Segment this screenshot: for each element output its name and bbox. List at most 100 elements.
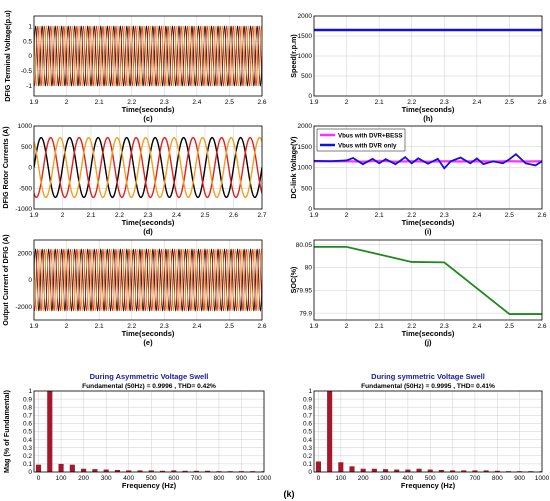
x-tick-label: 2 — [65, 99, 69, 106]
x-tick-label: 2.3 — [143, 212, 152, 219]
data-layer — [34, 136, 262, 199]
harmonic-bar — [472, 470, 478, 472]
harmonic-bar — [327, 391, 333, 472]
plot-frame — [313, 125, 543, 210]
data-layer — [34, 25, 262, 87]
harmonic-bar — [126, 470, 132, 472]
plot-frame — [313, 390, 543, 473]
y-tick-label: 0.7 — [303, 413, 312, 420]
x-tick-label: 1.9 — [29, 212, 38, 219]
x-tick-label: 2.6 — [537, 212, 546, 219]
x-tick-label: 2.2 — [407, 323, 416, 330]
harmonic-bar — [137, 470, 143, 472]
legend-box — [316, 128, 406, 152]
plot-frame — [33, 125, 263, 210]
x-tick-label: 600 — [168, 475, 179, 482]
harmonic-bar — [81, 468, 87, 472]
y-tick-label: 0.7 — [23, 413, 32, 420]
harmonic-bar — [193, 470, 199, 472]
x-tick-label: 2.3 — [160, 99, 169, 106]
harmonic-bar — [69, 464, 75, 472]
harmonic-bar — [261, 471, 264, 472]
harmonic-bar — [483, 470, 489, 472]
y-tick-label: 0.2 — [23, 453, 32, 460]
x-tick-label: 2 — [61, 212, 65, 219]
harmonic-bar — [450, 470, 456, 472]
x-tick-label: 800 — [492, 475, 503, 482]
x-tick-label: 2.4 — [472, 99, 481, 106]
chart-c: 1.9 2 2.1 2.2 2.3 2.4 2.5 2.6 -1 -0.5 0 0.5 1 Time(se… — [3, 10, 267, 123]
y-tick-label: 0.5 — [23, 429, 32, 436]
x-tick-label: 2.4 — [472, 212, 481, 219]
x-tick-label: 2.4 — [192, 323, 201, 330]
y-tick-label: 0 — [28, 469, 32, 476]
y-tick-label: 0.1 — [23, 461, 32, 468]
y-tick-label: 0 — [28, 165, 32, 172]
x-tick-label: 1.9 — [309, 323, 318, 330]
x-tick-label: 2.5 — [200, 212, 209, 219]
harmonic-bar — [205, 470, 211, 472]
x-tick-label: 2.1 — [375, 212, 384, 219]
x-tick-label: 2.5 — [225, 323, 234, 330]
x-axis-label: Time(seconds) — [402, 105, 455, 114]
chart-k1: 0 100 200 300 400 500 600 700 800 900 100000.10.20… — [2, 372, 272, 490]
y-tick-label: 0.4 — [23, 437, 32, 444]
data-layer — [34, 248, 262, 312]
y-tick-label: 0.9 — [303, 396, 312, 403]
x-tick-label: 1000 — [257, 475, 272, 482]
chart-title: During Asymmetric Voltage Swell — [90, 372, 209, 381]
y-tick-label: -2000 — [15, 304, 32, 311]
harmonic-bar — [182, 470, 188, 472]
y-tick-label: 1000 — [298, 53, 313, 60]
x-tick-label: 2.2 — [127, 323, 136, 330]
x-axis-label: Time(seconds) — [122, 105, 175, 114]
y-tick-label: 1500 — [298, 33, 313, 40]
x-tick-label: 2.1 — [375, 99, 384, 106]
y-tick-label: 0.8 — [23, 404, 32, 411]
x-tick-label: 2.3 — [160, 323, 169, 330]
x-tick-label: 2.2 — [115, 212, 124, 219]
harmonic-bar — [103, 469, 109, 472]
x-tick-label: 1000 — [535, 475, 550, 482]
y-tick-label: 0.8 — [303, 404, 312, 411]
y-tick-label: 0.3 — [303, 445, 312, 452]
harmonic-bar — [349, 466, 355, 472]
y-axis-label: Mag (% of Fundamental) — [2, 389, 11, 473]
series-line-phase-3 — [34, 136, 262, 199]
x-tick-label: 2.2 — [127, 99, 136, 106]
series-line-phase-2 — [34, 248, 262, 312]
legend-label: Vbus with DVR+BESS — [338, 133, 402, 140]
harmonic-bar — [114, 469, 121, 472]
chart-k2: 0 100 200 300 400 500 600 700 800 900 100000.10.20… — [303, 372, 550, 490]
y-tick-label: 1 — [28, 388, 32, 395]
harmonic-bar — [405, 469, 411, 472]
x-tick-label: 900 — [236, 475, 247, 482]
y-tick-label: 0 — [308, 469, 312, 476]
x-tick-label: 1.9 — [29, 99, 38, 106]
y-axis-label: DFIG Rotor Currents (A) — [1, 126, 10, 209]
x-tick-label: 2 — [345, 323, 349, 330]
harmonic-bar — [528, 471, 534, 472]
x-tick-label: 2.1 — [95, 99, 104, 106]
y-axis-label: Output Current of DFIG (A) — [1, 234, 10, 326]
data-layer — [315, 391, 542, 472]
chart-h: 1.9 2 2.1 2.2 2.3 2.4 2.5 2.6 0 500 1000 1500 2000 Ti… — [289, 13, 547, 123]
y-axis-label: DC-link Voltage(V) — [289, 136, 298, 199]
y-tick-label: 0.4 — [303, 437, 312, 444]
x-tick-label: 200 — [358, 475, 369, 482]
panel-label: (i) — [424, 227, 432, 236]
plot-area — [314, 240, 542, 320]
harmonic-bar — [494, 470, 500, 472]
y-tick-label: 1500 — [298, 144, 313, 151]
harmonic-bar — [58, 463, 64, 472]
x-tick-label: 0 — [317, 475, 321, 482]
y-tick-label: 0.9 — [23, 396, 32, 403]
y-tick-label: 0.2 — [303, 453, 312, 460]
chart-subtitle: Fundamental (50Hz) = 0.9996 , THD= 0.42% — [82, 383, 216, 390]
y-tick-label: 2000 — [18, 251, 33, 258]
data-layer — [314, 153, 542, 170]
harmonic-bar — [47, 391, 53, 472]
y-tick-label: 0.6 — [23, 421, 32, 428]
harmonic-bar — [371, 468, 377, 472]
